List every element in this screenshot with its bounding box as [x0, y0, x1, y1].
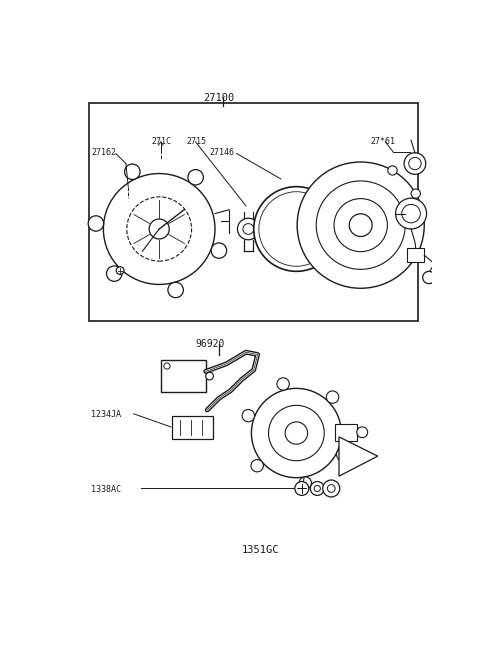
Circle shape — [242, 409, 254, 422]
Circle shape — [149, 219, 169, 239]
Circle shape — [299, 477, 312, 489]
Text: 27*61: 27*61 — [370, 137, 395, 146]
Circle shape — [252, 388, 341, 478]
Circle shape — [206, 373, 214, 380]
Circle shape — [349, 214, 372, 237]
Circle shape — [116, 267, 124, 275]
Circle shape — [297, 162, 424, 288]
Bar — [172, 416, 213, 439]
Circle shape — [311, 482, 324, 495]
Circle shape — [423, 271, 435, 284]
Circle shape — [396, 198, 427, 229]
Circle shape — [103, 173, 215, 284]
Circle shape — [238, 218, 259, 240]
Bar — [335, 424, 357, 441]
Circle shape — [125, 164, 140, 179]
Circle shape — [326, 391, 339, 403]
Text: 1234JA: 1234JA — [91, 410, 121, 419]
Circle shape — [323, 480, 340, 497]
Circle shape — [409, 158, 421, 170]
Circle shape — [243, 223, 254, 235]
Circle shape — [336, 448, 349, 461]
Bar — [161, 360, 206, 392]
Text: 1338AC: 1338AC — [91, 485, 121, 493]
Polygon shape — [339, 437, 378, 476]
Text: 1351GC: 1351GC — [242, 545, 280, 555]
Circle shape — [88, 215, 104, 231]
Text: 271C: 271C — [152, 137, 171, 146]
Polygon shape — [407, 248, 424, 262]
Circle shape — [254, 187, 339, 271]
Circle shape — [357, 427, 368, 438]
Circle shape — [388, 166, 397, 175]
Text: 27100: 27100 — [203, 93, 235, 102]
Circle shape — [404, 153, 426, 174]
Circle shape — [259, 192, 334, 266]
Circle shape — [295, 482, 309, 495]
Circle shape — [314, 486, 321, 491]
Circle shape — [188, 170, 204, 185]
Circle shape — [211, 243, 227, 258]
Circle shape — [164, 363, 170, 369]
Text: 27146: 27146 — [210, 148, 235, 157]
Circle shape — [402, 204, 420, 223]
Circle shape — [127, 197, 192, 261]
Circle shape — [277, 378, 289, 390]
Circle shape — [285, 422, 308, 444]
Circle shape — [268, 405, 324, 461]
Circle shape — [168, 283, 183, 298]
Circle shape — [327, 485, 335, 492]
Circle shape — [107, 266, 122, 281]
Circle shape — [334, 198, 387, 252]
Text: 2715: 2715 — [186, 137, 206, 146]
Circle shape — [251, 459, 264, 472]
Text: 27162: 27162 — [91, 148, 116, 157]
Bar — [89, 104, 418, 321]
Circle shape — [411, 189, 420, 198]
Circle shape — [316, 181, 405, 269]
Text: 96920: 96920 — [196, 339, 225, 349]
